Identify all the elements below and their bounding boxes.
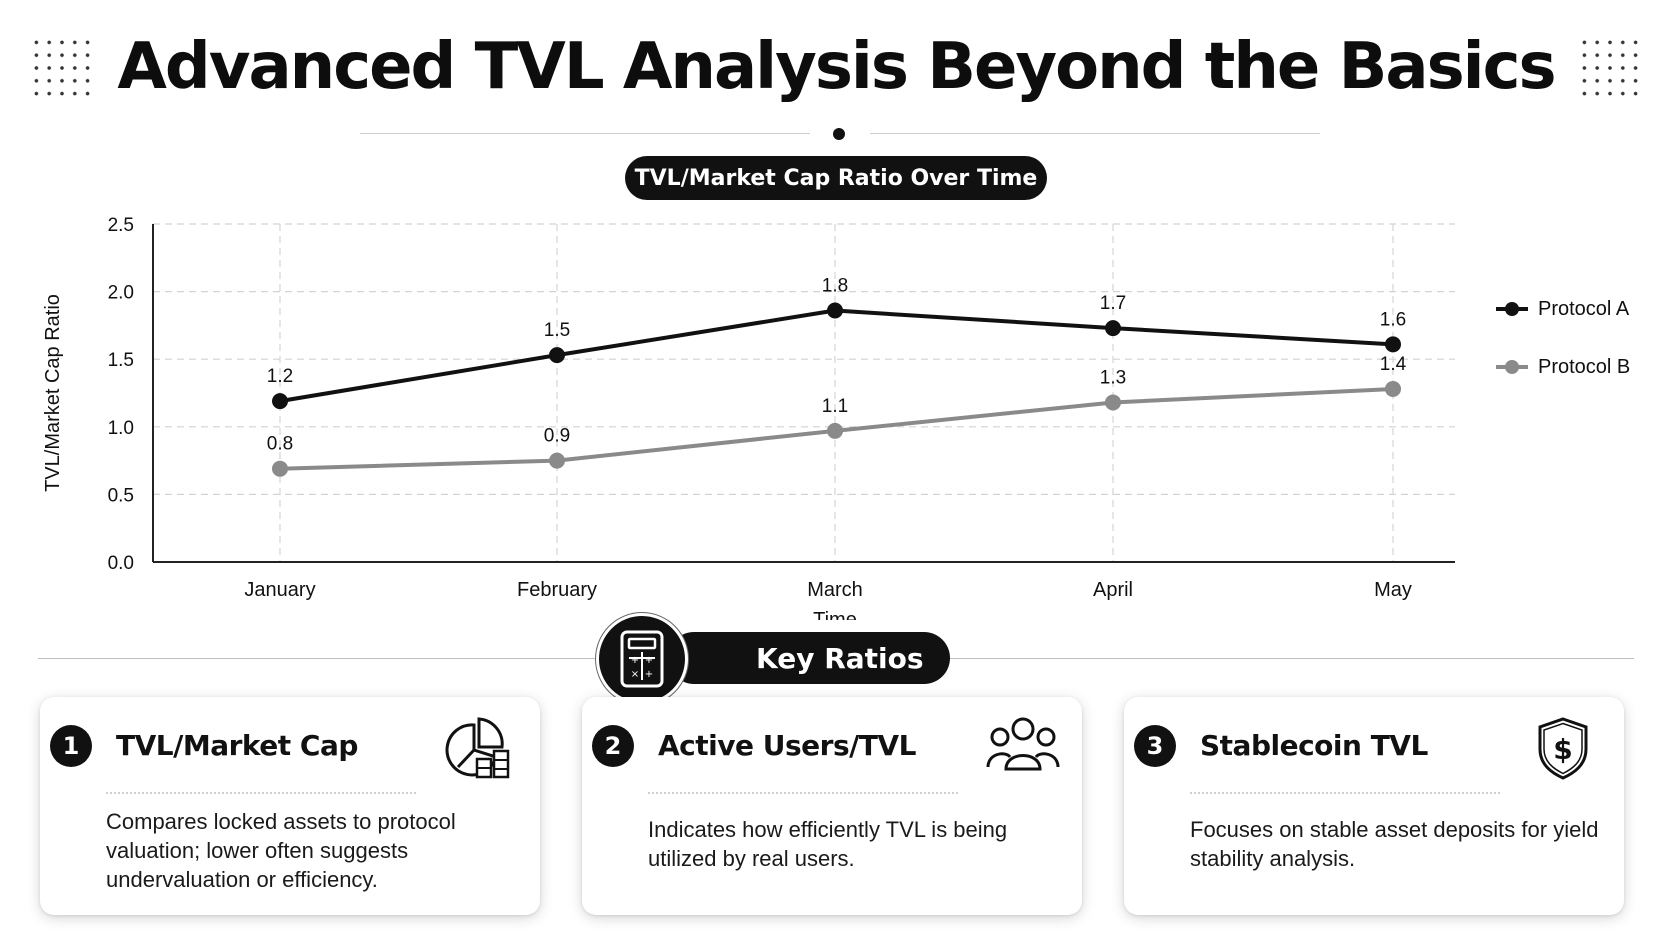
- decorative-dot-grid-left: [30, 36, 94, 100]
- data-point: [1385, 336, 1401, 353]
- y-tick-label: 2.5: [108, 215, 134, 236]
- svg-text:+: +: [631, 655, 639, 666]
- x-tick-label: May: [1374, 579, 1412, 601]
- data-point: [272, 393, 288, 410]
- y-axis-title: TVL/Market Cap Ratio: [42, 294, 64, 492]
- y-tick-label: 2.0: [108, 283, 134, 304]
- title-divider: [360, 127, 1320, 141]
- x-axis-title: Time: [813, 609, 857, 620]
- pie-chart-coins-icon: [444, 715, 514, 781]
- card-number-badge: 1: [50, 725, 92, 767]
- chart-legend: Protocol A Protocol B: [1496, 296, 1630, 412]
- page-title: Advanced TVL Analysis Beyond the Basics: [117, 30, 1556, 104]
- legend-item-protocol-b[interactable]: Protocol B: [1496, 354, 1630, 380]
- legend-swatch-protocol-b: [1496, 360, 1528, 374]
- card-divider: [106, 792, 416, 794]
- card-number-badge: 3: [1134, 725, 1176, 767]
- data-point: [549, 452, 565, 469]
- y-tick-label: 0.0: [108, 553, 134, 574]
- y-tick-label: 1.5: [108, 350, 134, 371]
- card-description: Indicates how efficiently TVL is being u…: [648, 817, 1008, 871]
- svg-text:+: +: [645, 655, 653, 666]
- data-point: [1105, 320, 1121, 337]
- svg-text:$: $: [1553, 733, 1572, 766]
- data-label: 1.1: [822, 396, 848, 417]
- data-label: 1.5: [544, 320, 570, 341]
- data-label: 1.6: [1380, 309, 1406, 330]
- data-label: 1.8: [822, 276, 848, 297]
- line-chart: 0.0 0.5 1.0 1.5 2.0 2.5 January February March Ap…: [42, 215, 1455, 620]
- legend-item-protocol-a[interactable]: Protocol A: [1496, 296, 1630, 322]
- card-number-badge: 2: [592, 725, 634, 767]
- x-tick-label: February: [517, 579, 597, 601]
- card-title: TVL/Market Cap: [116, 729, 358, 762]
- chart-title-pill: TVL/Market Cap Ratio Over Time: [625, 156, 1047, 200]
- svg-text:+: +: [645, 669, 653, 680]
- card-tvl-market-cap[interactable]: 1 TVL/Market Cap Compares locked assets …: [40, 697, 540, 915]
- card-active-users-tvl[interactable]: 2 Active Users/TVL Indicates how efficie…: [582, 697, 1082, 915]
- card-divider: [648, 792, 958, 794]
- decorative-dot-grid-right: [1578, 36, 1642, 100]
- legend-swatch-protocol-a: [1496, 302, 1528, 316]
- data-point: [549, 347, 565, 364]
- data-label: 0.9: [544, 426, 570, 447]
- data-point: [1105, 394, 1121, 411]
- data-point: [272, 460, 288, 477]
- x-tick-label: March: [807, 579, 863, 601]
- card-title: Active Users/TVL: [658, 729, 916, 762]
- data-label: 1.7: [1100, 293, 1126, 314]
- users-group-icon: [986, 715, 1060, 781]
- card-stablecoin-tvl[interactable]: 3 Stablecoin TVL $ Focuses on stable ass…: [1124, 697, 1624, 915]
- card-description: Compares locked assets to protocol valua…: [106, 809, 456, 892]
- data-label: 1.2: [267, 366, 293, 387]
- data-point: [827, 302, 843, 319]
- data-point: [1385, 380, 1401, 397]
- data-label: 1.4: [1380, 354, 1407, 375]
- shield-dollar-icon: $: [1528, 715, 1598, 781]
- card-description: Focuses on stable asset deposits for yie…: [1190, 817, 1599, 871]
- x-tick-label: January: [244, 579, 315, 601]
- y-tick-label: 1.0: [108, 418, 134, 439]
- data-label: 0.8: [267, 434, 293, 455]
- calculator-icon: + + × +: [596, 613, 688, 705]
- legend-label-protocol-a: Protocol A: [1538, 297, 1630, 320]
- card-divider: [1190, 792, 1500, 794]
- data-point: [827, 422, 843, 439]
- series-line-protocol-a: [279, 308, 1394, 404]
- legend-label-protocol-b: Protocol B: [1538, 355, 1631, 378]
- y-tick-label: 0.5: [108, 485, 134, 506]
- data-label: 1.3: [1100, 367, 1126, 388]
- card-title: Stablecoin TVL: [1200, 729, 1428, 762]
- svg-text:×: ×: [631, 669, 639, 680]
- x-tick-label: April: [1093, 579, 1133, 601]
- key-ratios-pill: Key Ratios: [668, 632, 950, 684]
